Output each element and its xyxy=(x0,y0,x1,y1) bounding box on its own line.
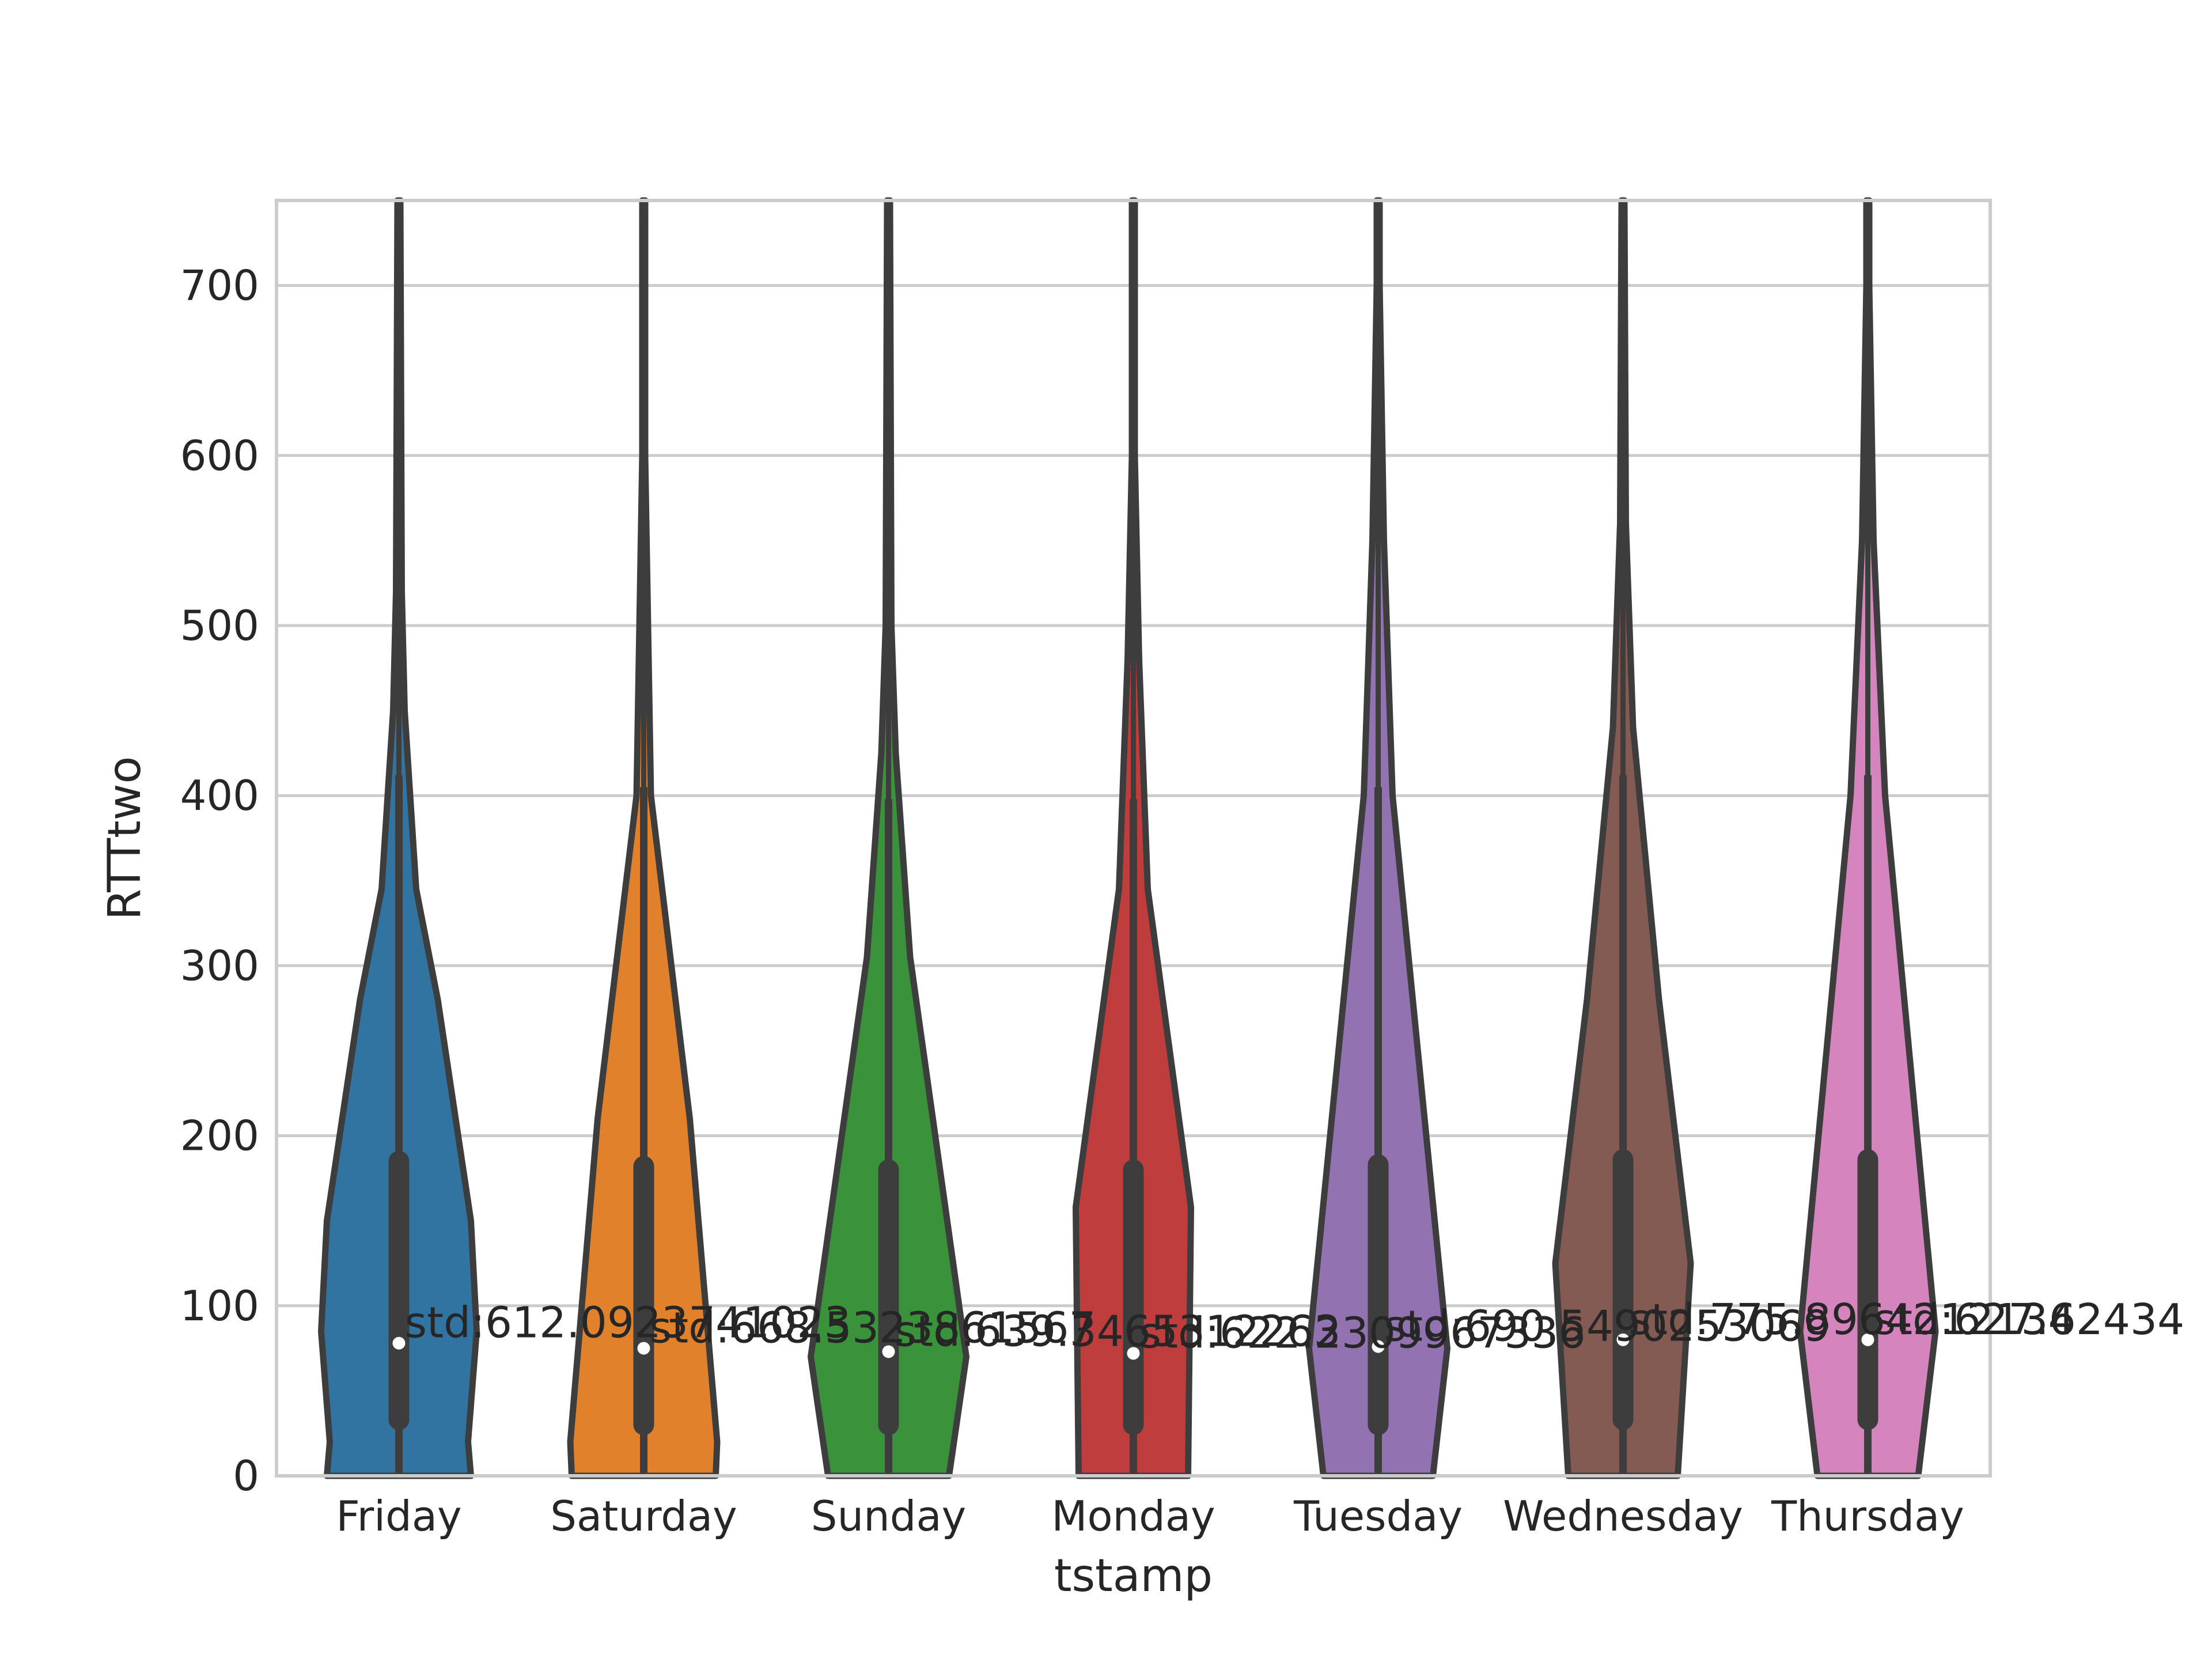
median-point-thursday xyxy=(1861,1333,1874,1346)
std-annotation-saturday: std:668.5323861567 xyxy=(650,1304,1096,1353)
x-tick-label-saturday: Saturday xyxy=(550,1492,737,1540)
std-annotation-tuesday: std:690.5490253069 xyxy=(1384,1302,1831,1351)
std-annotation-sunday: std:639.3465312263 xyxy=(895,1307,1341,1357)
std-annotation-thursday: std:627.62434 xyxy=(1874,1295,2185,1344)
y-tick-label: 100 xyxy=(180,1282,259,1330)
y-axis-title: RTTtwo xyxy=(99,756,151,921)
median-point-saturday xyxy=(637,1342,650,1355)
y-tick-label: 500 xyxy=(180,601,259,650)
x-axis-title: tstamp xyxy=(1054,1550,1213,1602)
median-point-monday xyxy=(1127,1347,1140,1360)
std-annotation-monday: std:622.2309967336 xyxy=(1139,1308,1586,1358)
x-tick-label-monday: Monday xyxy=(1051,1492,1215,1540)
x-tick-label-tuesday: Tuesday xyxy=(1293,1492,1463,1540)
y-tick-label: 300 xyxy=(180,941,259,990)
y-tick-label: 0 xyxy=(233,1452,259,1500)
inner-boxes xyxy=(388,200,1878,1476)
y-tick-label: 600 xyxy=(180,431,259,480)
y-tick-label: 200 xyxy=(180,1112,259,1160)
median-point-tuesday xyxy=(1372,1340,1385,1353)
x-tick-label-wednesday: Wednesday xyxy=(1503,1492,1743,1540)
x-tick-labels: Friday Saturday Sunday Monday Tuesday Wednesd… xyxy=(336,1492,1964,1540)
x-tick-label-sunday: Sunday xyxy=(811,1492,966,1540)
x-tick-label-thursday: Thursday xyxy=(1771,1492,1964,1540)
y-tick-label: 700 xyxy=(180,262,259,310)
std-annotation-wednesday: std:775.8964212134 xyxy=(1629,1295,2075,1344)
median-point-wednesday xyxy=(1616,1333,1630,1346)
median-point-sunday xyxy=(882,1345,895,1358)
std-annotation-friday: std:612.0923741023 xyxy=(405,1298,851,1348)
x-tick-label-friday: Friday xyxy=(336,1492,461,1540)
y-tick-label: 400 xyxy=(180,771,259,820)
median-point-friday xyxy=(392,1336,406,1350)
std-annotations: std:612.0923741023std:668.5323861567std:… xyxy=(405,1295,2185,1358)
plot-frame xyxy=(275,199,1992,1478)
y-tick-labels: 0 100 200 300 400 500 600 700 xyxy=(180,262,259,1500)
